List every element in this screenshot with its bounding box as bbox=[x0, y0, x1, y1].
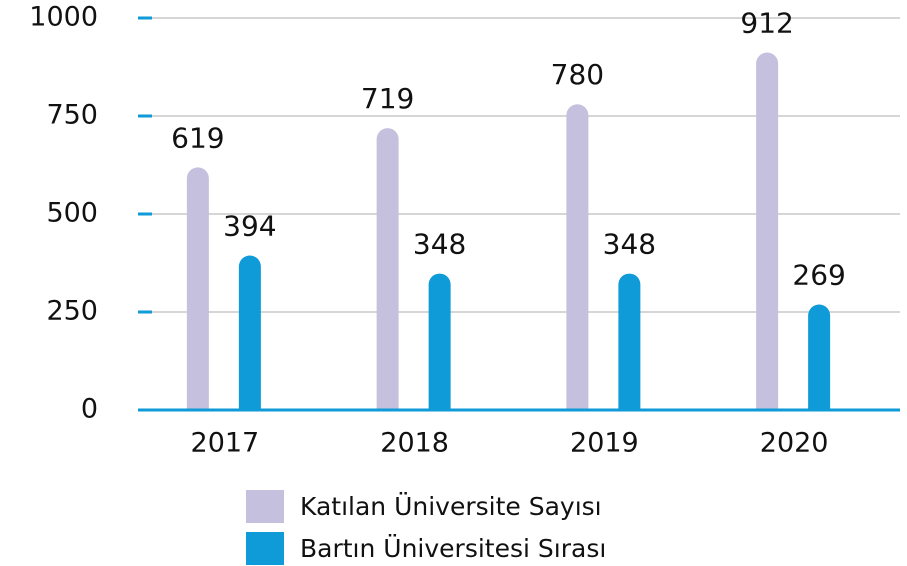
x-tick-label: 2019 bbox=[570, 428, 639, 459]
bar bbox=[376, 128, 399, 411]
legend-swatch bbox=[246, 532, 284, 565]
value-label: 912 bbox=[740, 6, 793, 39]
y-tick-label: 0 bbox=[81, 394, 98, 425]
y-tick-label: 250 bbox=[46, 296, 98, 327]
bar bbox=[186, 167, 209, 410]
x-tick-label: 2017 bbox=[191, 428, 260, 459]
bar bbox=[566, 104, 589, 411]
y-tick-label: 750 bbox=[46, 100, 98, 131]
value-label: 394 bbox=[223, 210, 276, 243]
bar bbox=[618, 273, 641, 410]
value-label: 719 bbox=[361, 82, 414, 115]
value-label: 269 bbox=[792, 259, 845, 292]
x-tick-label: 2018 bbox=[380, 428, 449, 459]
y-tick-label: 1000 bbox=[29, 2, 98, 33]
y-tick-label: 500 bbox=[46, 198, 98, 229]
value-label: 348 bbox=[413, 228, 466, 261]
bar bbox=[756, 52, 779, 410]
bar bbox=[428, 273, 451, 410]
legend-swatch bbox=[246, 490, 284, 523]
bar bbox=[238, 255, 261, 410]
x-tick-label: 2020 bbox=[760, 428, 829, 459]
legend-label: Bartın Üniversitesi Sırası bbox=[300, 534, 606, 563]
value-label: 348 bbox=[603, 228, 656, 261]
bar bbox=[808, 304, 831, 410]
legend-label: Katılan Üniversite Sayısı bbox=[300, 492, 602, 521]
value-label: 780 bbox=[551, 58, 604, 91]
value-label: 619 bbox=[171, 121, 224, 154]
